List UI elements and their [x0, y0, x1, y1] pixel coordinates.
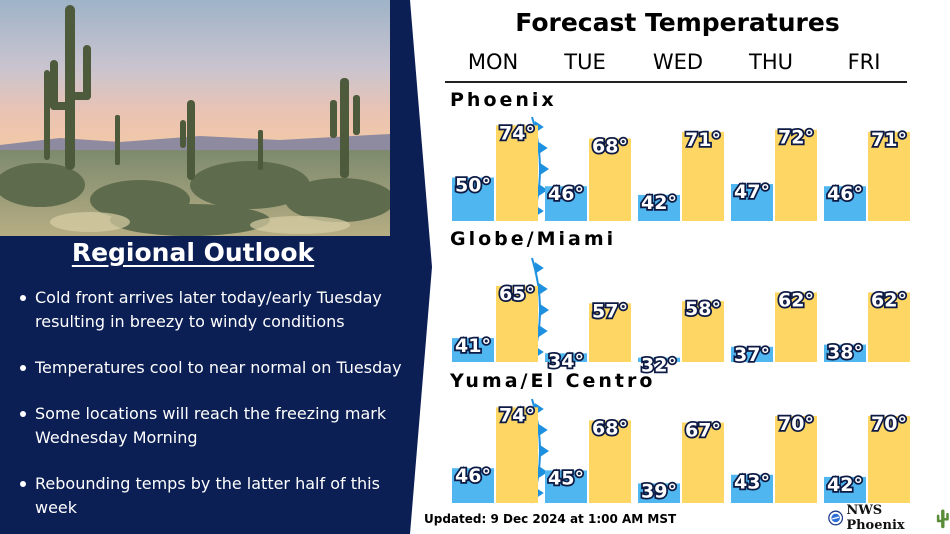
- bullet-item: Temperatures cool to near normal on Tues…: [18, 356, 408, 380]
- low-temp-label: 39°: [641, 480, 677, 502]
- high-temp-bar: [682, 301, 724, 362]
- high-temp-label: 74°: [499, 122, 535, 144]
- low-temp-label: 43°: [734, 472, 770, 494]
- high-temp-label: 68°: [592, 417, 628, 439]
- cold-front-triangle: [540, 445, 549, 457]
- high-temp-label: 71°: [871, 129, 907, 151]
- low-temp-bar: [731, 474, 773, 503]
- outlook-bullets: Cold front arrives later today/early Tue…: [18, 286, 408, 534]
- cold-front-triangle: [540, 304, 549, 316]
- high-temp-label: 74°: [499, 404, 535, 426]
- cold-front-triangle: [538, 466, 548, 478]
- low-temp-bar: [638, 194, 680, 221]
- low-temp-label: 41°: [455, 335, 491, 357]
- day-label: WED: [652, 50, 704, 74]
- high-temp-bar: [496, 125, 538, 221]
- high-temp-label: 70°: [778, 413, 814, 435]
- low-temp-bar: [824, 476, 866, 503]
- low-temp-bar: [731, 184, 773, 221]
- low-temp-bar: [452, 338, 494, 362]
- brand-text: NWS Phoenix: [846, 503, 905, 533]
- outlook-title: Regional Outlook: [71, 238, 315, 267]
- bullet-item: Rebounding temps by the latter half of t…: [18, 472, 408, 520]
- high-temp-bar: [775, 292, 817, 362]
- outlook-panel: Regional Outlook Cold front arrives late…: [0, 0, 432, 534]
- low-temp-label: 50°: [455, 175, 491, 197]
- low-temp-bar: [824, 344, 866, 362]
- low-temp-bar: [545, 470, 587, 503]
- low-temp-label: 34°: [548, 350, 584, 372]
- low-temp-bar: [638, 483, 680, 503]
- low-temp-label: 46°: [455, 465, 491, 487]
- low-temp-label: 42°: [827, 474, 863, 496]
- cold-front-triangle: [538, 283, 548, 295]
- high-temp-bar: [682, 422, 724, 503]
- day-header-rule: [445, 81, 907, 83]
- nws-brand: NWS Phoenix: [828, 503, 950, 533]
- day-label: THU: [749, 50, 793, 74]
- low-temp-label: 46°: [548, 183, 584, 205]
- low-temp-label: 45°: [548, 467, 584, 489]
- high-temp-label: 70°: [871, 413, 907, 435]
- chart-title: Forecast Temperatures: [515, 8, 840, 37]
- city-label-globe-miami: Globe/Miami: [450, 228, 617, 250]
- low-temp-label: 46°: [827, 183, 863, 205]
- saguaro-desert-sunset-photo: [0, 0, 390, 236]
- low-temp-label: 42°: [641, 192, 677, 214]
- day-label: TUE: [564, 50, 606, 74]
- cold-front-triangle: [540, 163, 549, 175]
- low-temp-bar: [452, 177, 494, 221]
- low-temp-label: 32°: [641, 355, 677, 377]
- high-temp-bar: [868, 131, 910, 221]
- high-temp-bar: [589, 138, 631, 221]
- bullet-item: Cold front arrives later today/early Tue…: [18, 286, 408, 334]
- high-temp-label: 67°: [685, 420, 721, 442]
- low-temp-label: 47°: [734, 181, 770, 203]
- cactus-icon: [937, 509, 950, 529]
- city-label-phoenix: Phoenix: [450, 89, 557, 111]
- high-temp-label: 62°: [871, 289, 907, 311]
- low-temp-bar: [545, 353, 587, 362]
- low-temp-bar: [638, 357, 680, 362]
- high-temp-bar: [775, 416, 817, 503]
- cold-front-triangle: [538, 325, 548, 337]
- low-temp-bar: [452, 468, 494, 503]
- low-temp-label: 37°: [734, 344, 770, 366]
- high-temp-bar: [589, 303, 631, 362]
- high-temp-bar: [868, 292, 910, 362]
- low-temp-bar: [731, 346, 773, 362]
- nws-logo-icon: [828, 510, 844, 526]
- day-label: MON: [467, 50, 519, 74]
- high-temp-label: 72°: [778, 127, 814, 149]
- cold-front-triangle: [538, 142, 548, 154]
- high-temp-bar: [682, 131, 724, 221]
- high-temp-label: 57°: [592, 300, 628, 322]
- high-temp-label: 68°: [592, 135, 628, 157]
- day-label: FRI: [847, 50, 881, 74]
- high-temp-bar: [868, 416, 910, 503]
- low-temp-bar: [545, 186, 587, 221]
- high-temp-label: 65°: [499, 283, 535, 305]
- high-temp-label: 71°: [685, 129, 721, 151]
- high-temp-label: 58°: [685, 298, 721, 320]
- high-temp-label: 62°: [778, 289, 814, 311]
- bullet-item: Some locations will reach the freezing m…: [18, 402, 408, 450]
- updated-timestamp: Updated: 9 Dec 2024 at 1:00 AM MST: [424, 512, 677, 526]
- high-temp-bar: [496, 407, 538, 503]
- low-temp-label: 38°: [827, 342, 863, 364]
- high-temp-bar: [496, 285, 538, 362]
- low-temp-bar: [824, 186, 866, 221]
- cold-front-triangle: [538, 424, 548, 436]
- high-temp-bar: [775, 129, 817, 221]
- city-label-yuma-el-centro: Yuma/El Centro: [450, 370, 656, 392]
- cold-front-triangle: [538, 184, 548, 196]
- high-temp-bar: [589, 420, 631, 503]
- cold-front-triangle: [534, 262, 544, 274]
